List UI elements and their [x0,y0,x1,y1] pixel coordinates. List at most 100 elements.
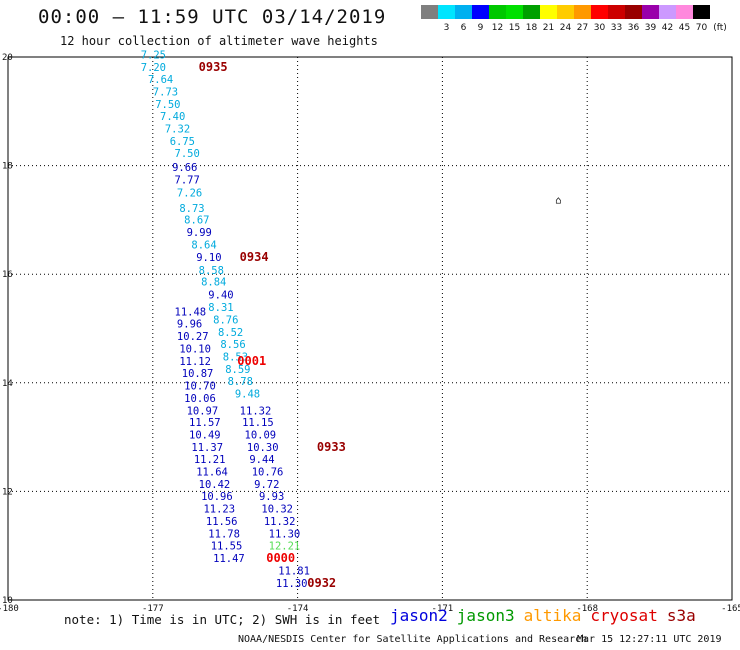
colorbar-label: 3 [443,23,450,33]
legend-item-jason2: jason2 [390,606,448,625]
island-icon: ⌂ [555,195,561,207]
x-tick-label: -171 [432,604,454,614]
wave-height-value: 8.59 [225,364,250,376]
wave-height-value: 7.64 [148,74,173,86]
colorbar-label: 42 [661,23,674,33]
wave-height-value: 8.73 [179,203,204,215]
wave-height-value: 10.76 [252,467,284,479]
map-frame [7,56,733,601]
wave-height-value: 10.70 [184,380,216,392]
colorbar-swatch [591,5,608,19]
wave-height-value: 8.58 [199,265,224,277]
wave-height-value: 7.26 [177,188,202,200]
satellite-legend: jason2 jason3 altika cryosat s3a [390,606,705,625]
wave-height-value: 9.10 [196,252,221,264]
wave-height-value: 11.32 [240,405,272,417]
wave-height-value: 10.96 [201,491,233,503]
wave-height-value: 7.25 [141,50,166,62]
wave-height-value: 9.44 [249,454,274,466]
wave-height-value: 8.84 [201,277,226,289]
wave-height-value: 11.55 [211,541,243,553]
wave-height-value: 11.47 [213,553,245,565]
wave-height-value: 8.67 [184,215,209,227]
wave-height-value: 10.10 [179,343,211,355]
wave-height-value: 11.30 [269,529,301,541]
colorbar-label: 18 [525,23,538,33]
colorbar-swatch [489,5,506,19]
colorbar-swatch [506,5,523,19]
pass-time-label: 0934 [240,250,269,264]
colorbar-unit: (ft) [713,23,727,33]
colorbar-swatch [693,5,710,19]
credit-line: NOAA/NESDIS Center for Satellite Applica… [238,634,588,645]
legend-item-altika: altika [523,606,582,625]
y-tick-label: 12 [2,487,13,497]
wave-height-value: 9.99 [187,227,212,239]
colorbar-label: 36 [627,23,640,33]
wave-height-value: 11.81 [278,565,310,577]
legend-item-jason3: jason3 [456,606,515,625]
colorbar-label: 21 [542,23,555,33]
colorbar-swatch [659,5,676,19]
wave-height-value: 10.97 [187,405,219,417]
legend-item-s3a: s3a [666,606,696,625]
legend-item-cryosat: cryosat [590,606,658,625]
x-tick-label: -168 [576,604,598,614]
wave-height-value: 8.53 [223,352,248,364]
colorbar-swatch [625,5,642,19]
colorbar-label: 39 [644,23,657,33]
wave-height-value: 7.50 [175,148,200,160]
wave-height-value: 12.21 [269,541,301,553]
colorbar-label: 30 [593,23,606,33]
colorbar-swatch [676,5,693,19]
x-tick-label: -177 [142,604,164,614]
wave-height-value: 7.73 [153,87,178,99]
wave-height-value: 10.49 [189,430,221,442]
x-tick-label: -180 [0,604,19,614]
wave-height-value: 11.57 [189,417,221,429]
colorbar-swatch [523,5,540,19]
wave-height-value: 11.32 [264,516,296,528]
wave-height-value: 7.40 [160,111,185,123]
wave-height-value: 9.66 [172,162,197,174]
generated-timestamp: Mar 15 12:27:11 UTC 2019 [577,634,722,645]
colorbar-swatch [557,5,574,19]
colorbar-swatch [472,5,489,19]
wave-height-value: 9.48 [235,388,260,400]
wave-height-value: 11.64 [196,467,228,479]
pass-time-label: 0933 [317,440,346,454]
colorbar-label: 6 [460,23,467,33]
colorbar-label: 9 [477,23,484,33]
wave-height-value: 11.21 [194,454,226,466]
wave-height-value: 9.93 [259,491,284,503]
wave-height-value: 10.87 [182,368,214,380]
colorbar-label: 15 [508,23,521,33]
wave-height-value: 9.96 [177,318,202,330]
wave-height-value: 7.20 [141,62,166,74]
wave-height-value: 10.42 [199,479,231,491]
pass-time-label: 0935 [199,60,228,74]
pass-time-label: 0001 [237,354,266,368]
wave-height-value: 9.40 [208,290,233,302]
wave-height-value: 10.06 [184,393,216,405]
y-tick-label: 10 [2,596,13,606]
colorbar-label: 24 [559,23,572,33]
wave-height-value: 11.78 [208,529,240,541]
colorbar-swatch [574,5,591,19]
colorbar-swatch [438,5,455,19]
wave-height-value: 11.12 [179,356,211,368]
y-tick-label: 16 [2,270,13,280]
wave-height-value: 7.77 [175,175,200,187]
wave-height-value: 11.37 [191,442,223,454]
wave-height-value: 11.48 [175,306,207,318]
wave-height-value: 8.64 [191,240,216,252]
wave-height-value: 6.75 [170,136,195,148]
colorbar-label: 45 [678,23,691,33]
footer-note: note: 1) Time is in UTC; 2) SWH is in fe… [64,612,381,627]
colorbar-swatch [421,5,438,19]
x-tick-label: -165 [721,604,740,614]
colorbar-label: 27 [576,23,589,33]
colorbar-swatch [455,5,472,19]
colorbar-swatch [608,5,625,19]
